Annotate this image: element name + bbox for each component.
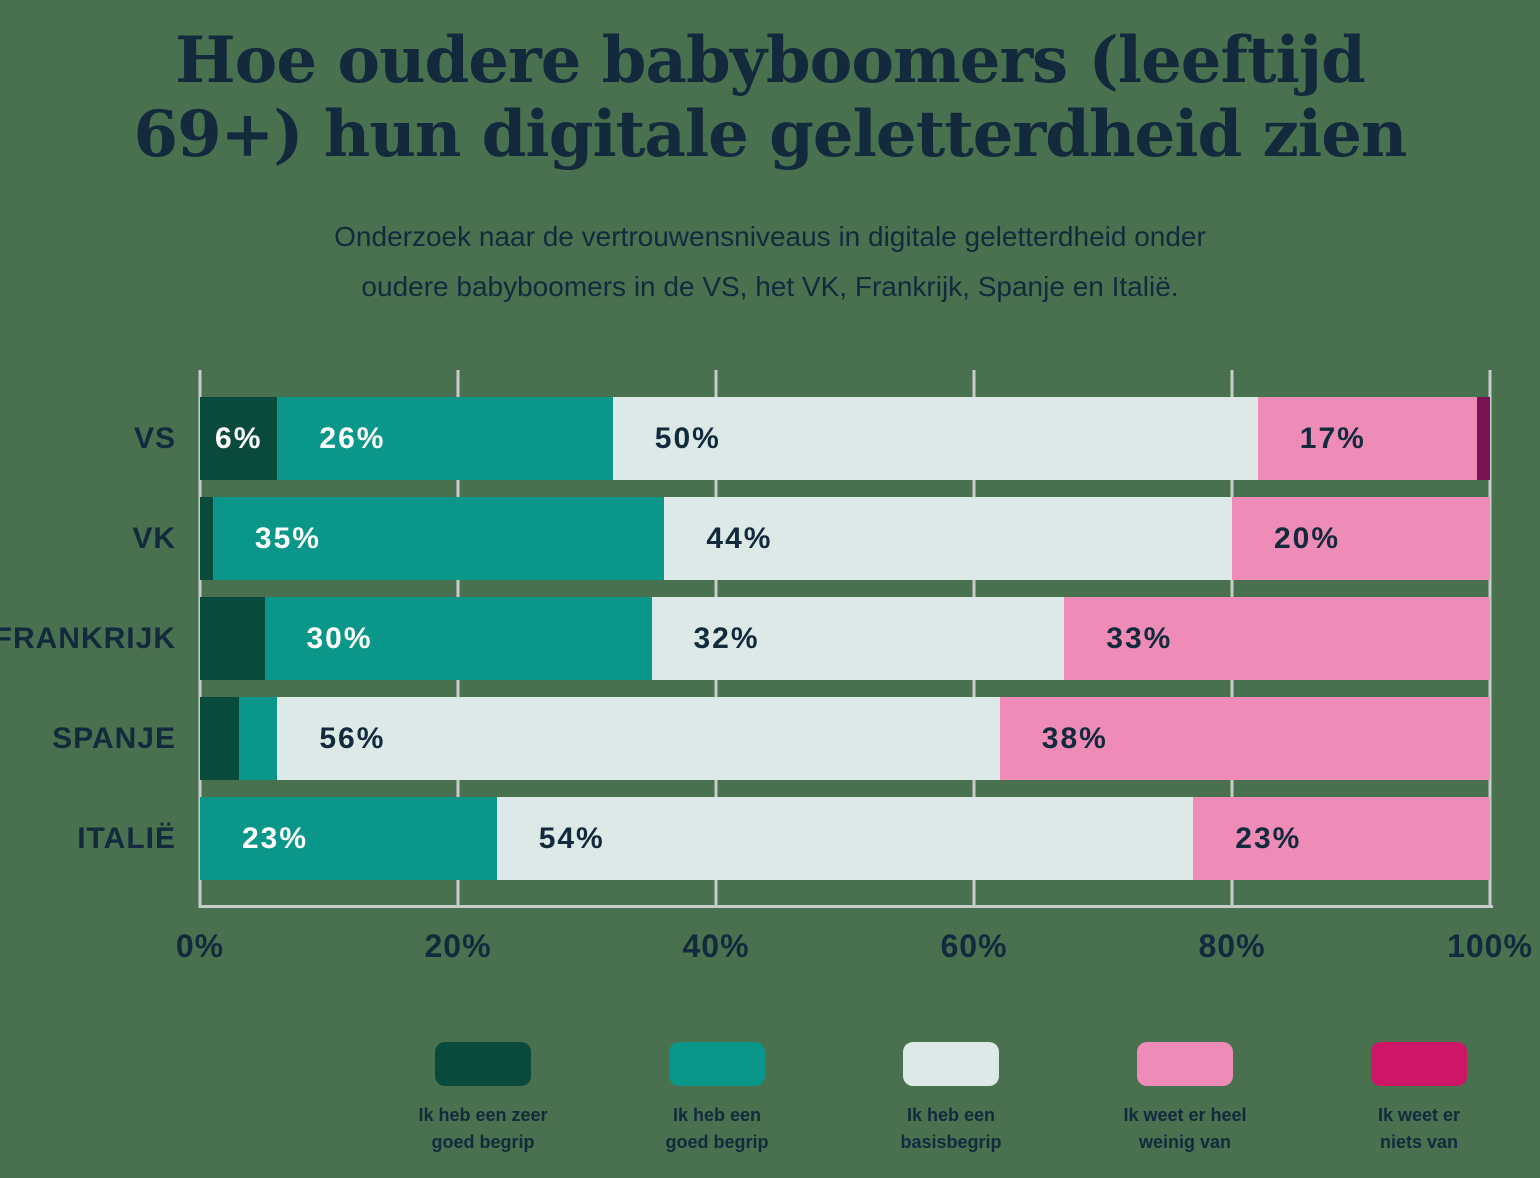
x-tick-label-20%: 20% [424,928,492,964]
segment-basis-italië: 54% [496,797,1194,880]
segment-weinig-frankrijk: 33% [1064,597,1490,680]
legend-label-weinig: Ik weet er heel weinig van [1123,1105,1247,1152]
legend-item-zeer_goed: Ik heb een zeer goed begrip [392,1042,574,1156]
segment-niets-vs [1477,397,1490,480]
segment-goed-vk: 35% [212,497,665,580]
bar-value-label: 50% [654,421,721,455]
segment-zeer_goed-spanje [200,697,239,780]
x-tick-label-60%: 60% [940,928,1008,964]
bar-value-label: 26% [319,421,386,455]
bar-row-spanje: SPANJE 56% 38% [52,697,1490,780]
chart-legend: Ik heb een zeer goed begrip Ik heb een goed… [392,1042,1510,1156]
page-title: Hoe oudere babyboomers (leeftijd 69+) hun… [0,24,1540,171]
legend-swatch-niets [1371,1042,1467,1086]
bar-value-label: 54% [538,821,605,855]
segment-goed-frankrijk: 30% [264,597,652,680]
segment-basis-vk: 44% [664,497,1232,580]
bar-row-frankrijk: FRANKRIJK 30% 32% 33% [0,597,1490,680]
legend-label-zeer_goed: Ik heb een zeer goed begrip [418,1105,548,1152]
bar-value-label: 38% [1041,721,1108,755]
legend-swatch-basis [903,1042,999,1086]
legend-swatch-zeer_goed [435,1042,531,1086]
bar-value-label: 30% [306,621,373,655]
stacked-bar-chart-plot: VS 6% 26% 50% 17% VK 35% 44% 20% FRANKRIJK 30% 32% 3… [0,370,1493,908]
page-subtitle-line-1: Onderzoek naar de vertrouwensniveaus in … [334,221,1206,252]
bar-value-label: 32% [693,621,760,655]
legend-item-niets: Ik weet er niets van [1328,1042,1510,1156]
segment-basis-vs: 50% [612,397,1258,480]
segment-weinig-vs: 17% [1257,397,1478,480]
category-label-frankrijk: FRANKRIJK [0,621,176,655]
legend-swatch-weinig [1137,1042,1233,1086]
page-subtitle: Onderzoek naar de vertrouwensniveaus in … [195,212,1345,312]
bar-value-label: 6% [215,421,263,455]
page-title-line-1: Hoe oudere babyboomers (leeftijd [175,23,1366,98]
page-subtitle-line-2: oudere babyboomers in de VS, het VK, Fra… [361,270,1179,302]
x-tick-label-100%: 100% [1447,928,1533,964]
segment-zeer_goed-frankrijk [200,597,265,680]
bar-row-vk: VK 35% 44% 20% [132,497,1490,580]
bar-value-label: 56% [319,721,386,755]
segment-goed-italië: 23% [200,797,497,880]
legend-label-niets: Ik weet er niets van [1377,1105,1461,1152]
x-tick-label-0%: 0% [175,928,225,964]
x-axis-line [199,905,1493,908]
legend-label-basis: Ik heb een basisbegrip [900,1105,1002,1152]
legend-item-weinig: Ik weet er heel weinig van [1094,1042,1276,1156]
segment-zeer_goed-vk [200,497,213,580]
segment-zeer_goed-vs: 6% [200,397,278,480]
bar-value-label: 33% [1106,621,1173,655]
legend-item-basis: Ik heb een basisbegrip [860,1042,1042,1156]
segment-goed-spanje [238,697,278,780]
segment-weinig-vk: 20% [1231,497,1490,580]
segment-weinig-italië: 23% [1193,797,1490,880]
category-label-italië: ITALIË [77,821,176,855]
x-tick-label-40%: 40% [682,928,750,964]
legend-swatch-goed [669,1042,765,1086]
bar-value-label: 44% [706,521,773,555]
gridline-100% [1488,370,1492,908]
bar-row-vs: VS 6% 26% 50% 17% [134,397,1490,480]
category-label-spanje: SPANJE [52,721,176,755]
bar-value-label: 17% [1299,421,1366,455]
segment-goed-vs: 26% [277,397,613,480]
bar-value-label: 23% [242,821,309,855]
page-title-line-2: 69+) hun digitale geletterdheid zien [133,96,1408,172]
segment-basis-frankrijk: 32% [651,597,1065,680]
legend-label-goed: Ik heb een goed begrip [665,1105,769,1152]
bar-value-label: 20% [1273,521,1341,555]
segment-weinig-spanje: 38% [999,697,1490,780]
x-tick-label-80%: 80% [1198,928,1266,964]
bar-value-label: 35% [254,521,321,555]
segment-basis-spanje: 56% [277,697,1000,780]
category-label-vk: VK [132,521,176,555]
legend-item-goed: Ik heb een goed begrip [626,1042,808,1156]
x-axis-tick-labels: 0% 20% 40% 60% 80% 100% [176,928,1532,972]
bar-value-label: 23% [1235,821,1302,855]
category-label-vs: VS [133,421,176,455]
bar-row-italië: ITALIË 23% 54% 23% [77,797,1490,880]
